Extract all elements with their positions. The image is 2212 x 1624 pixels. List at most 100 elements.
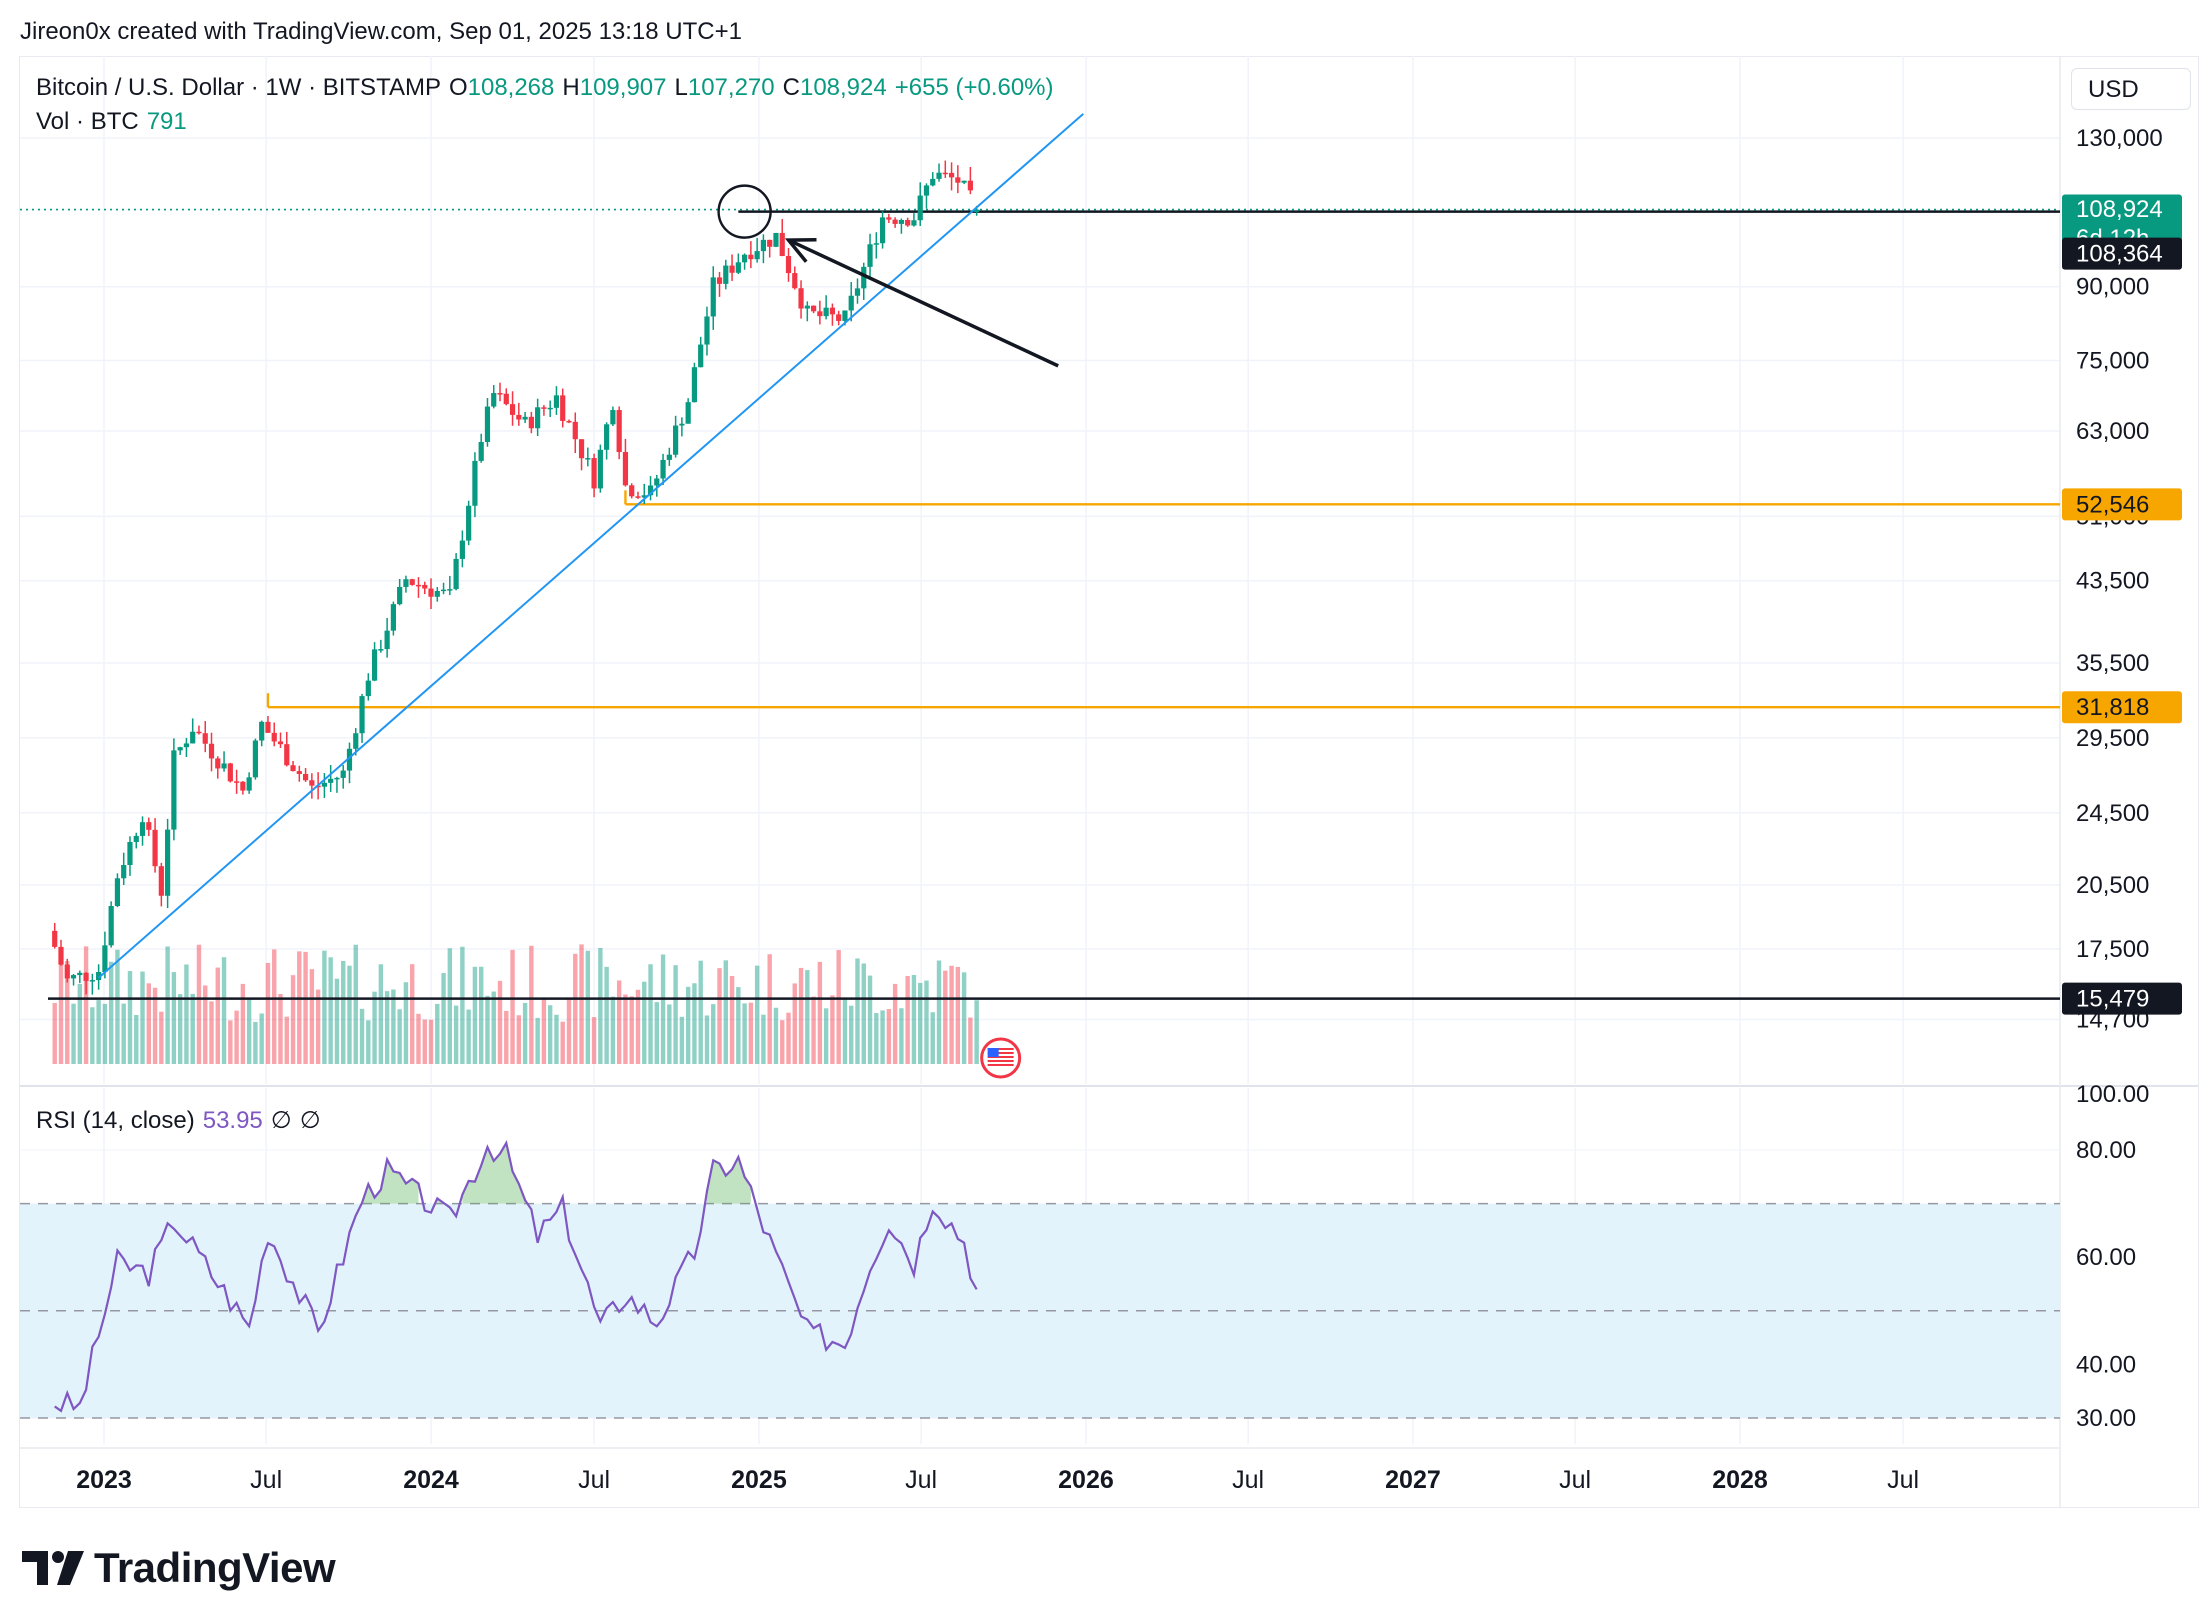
volume-bar	[491, 991, 496, 1064]
volume-label[interactable]: Vol · BTC	[36, 108, 139, 135]
volume-bar	[384, 991, 390, 1064]
candle-body	[817, 311, 823, 317]
candle-body	[484, 406, 491, 442]
volume-bar	[522, 1002, 528, 1064]
volume-bar	[58, 953, 64, 1064]
currency-button[interactable]: USD	[2071, 68, 2191, 110]
volume-bar	[673, 965, 678, 1064]
us-flag-icon	[980, 1037, 1022, 1079]
candle-body	[290, 765, 296, 772]
candle-body	[773, 232, 779, 247]
chart-attribution: Jireon0x created with TradingView.com, S…	[20, 18, 742, 45]
price-tick-label: 29,500	[2076, 725, 2149, 752]
candle-body	[923, 185, 930, 196]
candle-body	[654, 478, 660, 486]
candle-body	[346, 748, 353, 771]
volume-bar	[629, 996, 634, 1064]
volume-bar	[786, 1012, 791, 1064]
volume-bar	[278, 993, 283, 1064]
candle-body	[202, 733, 208, 744]
volume-bar	[792, 983, 797, 1064]
candle-body	[328, 778, 334, 783]
volume-bar	[573, 953, 578, 1064]
candle-body	[591, 458, 597, 489]
volume-bar	[968, 1017, 973, 1064]
candle-body	[190, 731, 196, 744]
candle-body	[622, 452, 629, 486]
volume-bar	[203, 985, 208, 1064]
volume-bar	[422, 1019, 427, 1064]
volume-bar	[504, 1010, 509, 1064]
time-tick-label: Jul	[1232, 1466, 1264, 1494]
level-badge-1-text: 108,364	[2076, 241, 2163, 268]
volume-bar	[560, 1021, 565, 1064]
candle-body	[691, 367, 698, 403]
volume-bar	[152, 987, 158, 1064]
volume-bar	[529, 945, 534, 1064]
candle-body	[365, 680, 371, 697]
candle-body	[221, 763, 227, 769]
volume-bar	[723, 960, 728, 1064]
volume-bar	[290, 975, 296, 1064]
candle-body	[748, 254, 754, 260]
candle-body	[509, 404, 516, 415]
volume-bar	[830, 995, 835, 1064]
high-value: 109,907	[579, 74, 667, 101]
volume-bar	[184, 964, 189, 1064]
volume-bar	[767, 954, 772, 1064]
rsi-label[interactable]: RSI (14, close)	[36, 1107, 195, 1134]
volume-bar	[842, 997, 848, 1064]
candle-body	[936, 172, 942, 179]
low-label: L	[674, 74, 688, 101]
volume-bar	[391, 989, 396, 1064]
candle-body	[321, 782, 328, 787]
rsi-overbought-fill	[462, 1142, 526, 1204]
candle-body	[234, 781, 240, 783]
volume-bar	[485, 995, 490, 1064]
candle-body	[792, 273, 798, 289]
volume-bar	[96, 1000, 101, 1064]
volume-bar	[90, 1007, 95, 1064]
candle-body	[804, 305, 810, 309]
time-tick-label: Jul	[578, 1466, 610, 1494]
volume-bar	[221, 957, 227, 1064]
volume-bar	[579, 944, 584, 1064]
volume-bar	[642, 981, 647, 1064]
volume-bar	[905, 976, 910, 1064]
volume-bar	[648, 964, 653, 1064]
volume-bar	[711, 1004, 716, 1064]
volume-bar	[660, 954, 666, 1064]
candle-body	[58, 946, 64, 965]
symbol-label[interactable]: Bitcoin / U.S. Dollar · 1W · BITSTAMP	[36, 74, 441, 101]
rsi-tick-label: 40.00	[2076, 1351, 2136, 1378]
volume-bar	[83, 946, 89, 1064]
volume-bar	[65, 961, 70, 1064]
volume-bar	[654, 1002, 659, 1064]
volume-bar	[717, 968, 722, 1064]
volume-bar	[616, 980, 622, 1064]
volume-bar	[892, 983, 898, 1064]
volume-bar	[849, 1005, 854, 1064]
volume-bar	[102, 1003, 108, 1064]
candle-body	[666, 454, 672, 460]
volume-bar	[679, 1016, 685, 1064]
volume-bar	[341, 960, 346, 1064]
candle-body	[560, 395, 566, 421]
time-tick-label: 2026	[1058, 1466, 1114, 1494]
candle-body	[767, 239, 773, 247]
candle-body	[133, 835, 139, 843]
volume-bar	[886, 1009, 892, 1064]
candle-body	[729, 265, 735, 273]
high-label: H	[562, 74, 580, 101]
volume-bar	[140, 971, 145, 1064]
volume-bar	[284, 1016, 289, 1064]
candle-body	[610, 410, 616, 425]
candle-body	[961, 180, 967, 183]
candle-body	[810, 305, 817, 312]
volume-bar	[773, 1007, 779, 1064]
candle-body	[334, 777, 340, 780]
time-tick-label: Jul	[905, 1466, 937, 1494]
level-badge-1: 108,364	[2062, 237, 2182, 270]
open-label: O	[448, 74, 468, 101]
